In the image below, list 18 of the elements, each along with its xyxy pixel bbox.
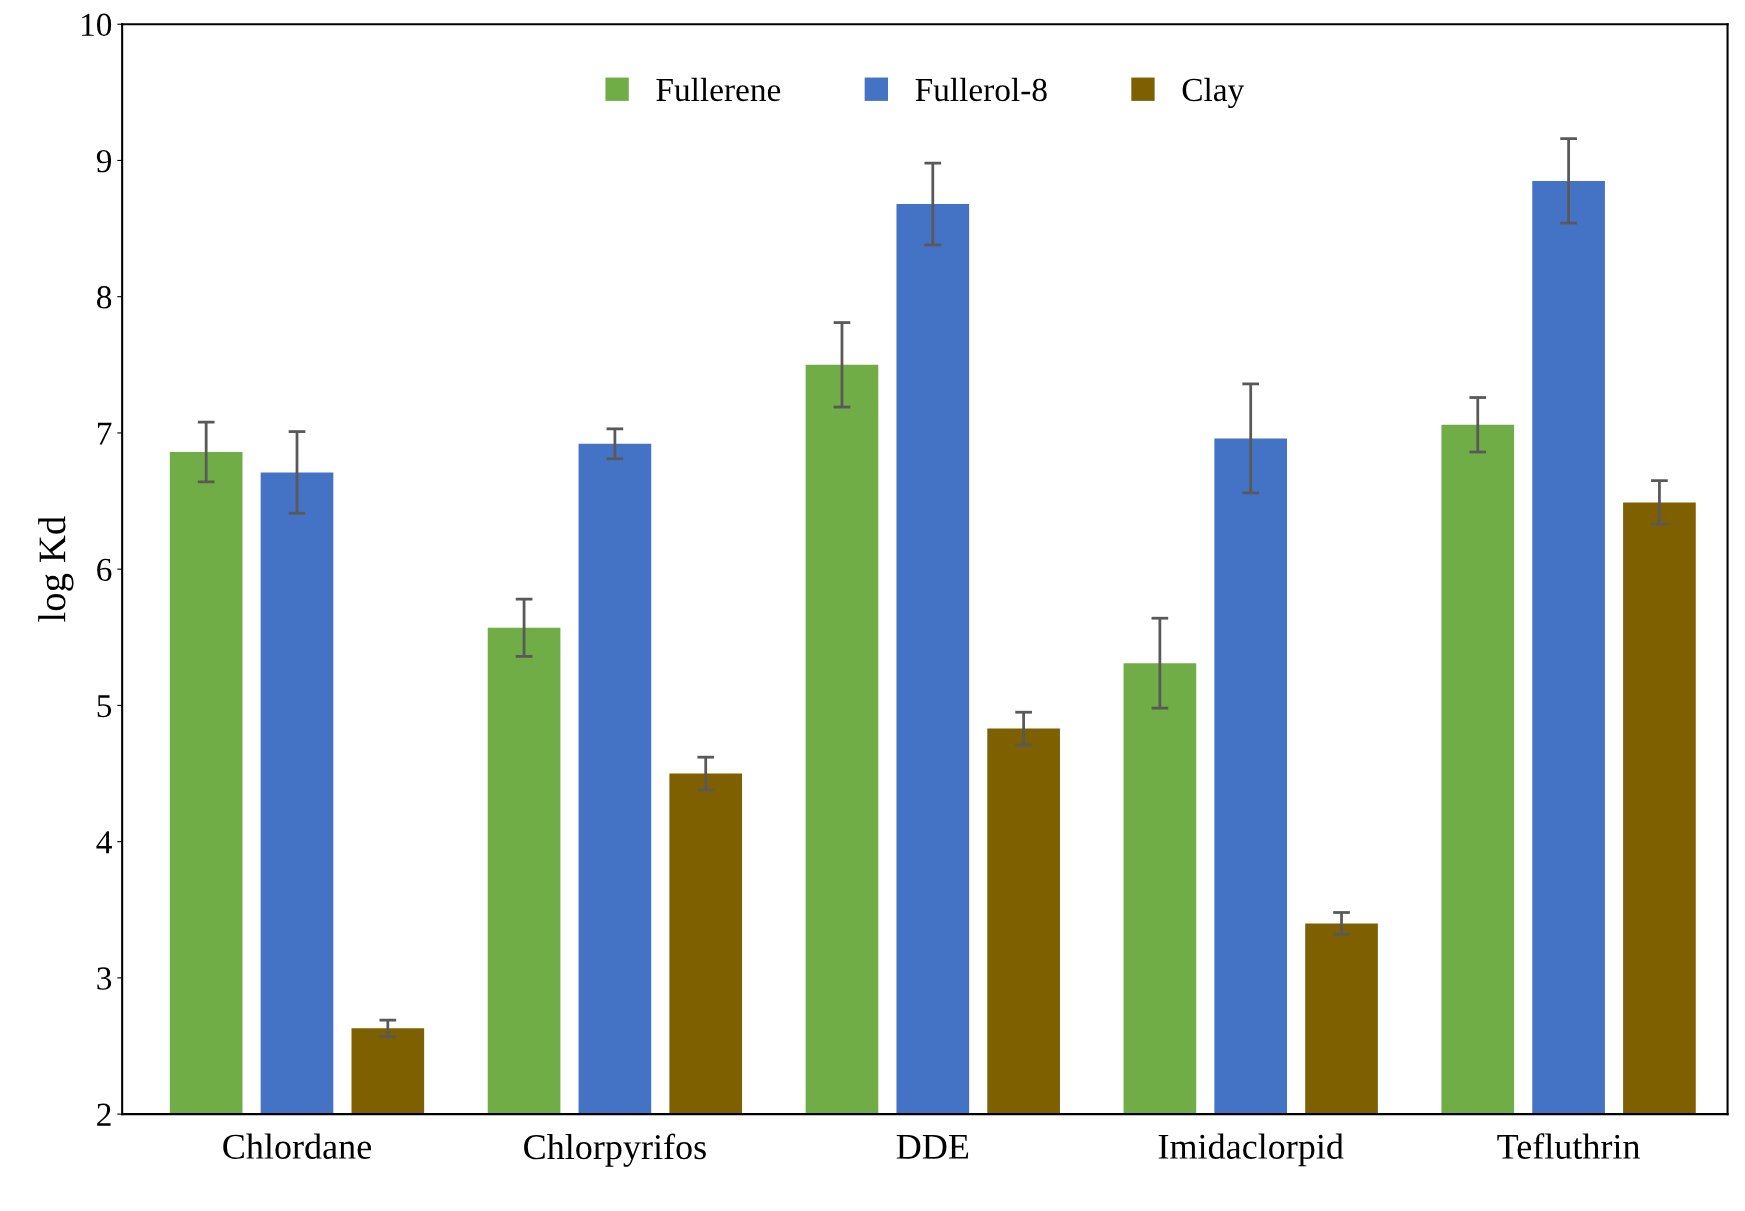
y-tick-label: 6 <box>97 558 112 582</box>
x-tick-label: DDE <box>896 1134 969 1159</box>
y-tick-label: 3 <box>97 967 112 990</box>
y-tick-label: 9 <box>96 149 112 173</box>
y-tick-label: 5 <box>97 695 112 718</box>
x-tick-label: Imidaclorpid <box>1158 1133 1344 1167</box>
x-tick-label: Chlordane <box>223 1133 371 1159</box>
y-tick-label: 2 <box>97 1103 111 1126</box>
y-axis-title: log Kd <box>38 516 74 622</box>
x-tick-label: Chlorpyrifos <box>524 1133 706 1167</box>
legend-label: Clay <box>1182 77 1245 109</box>
y-tick-label: 10 <box>82 13 112 37</box>
y-tick-label: 7 <box>97 422 112 445</box>
y-tick-label: 4 <box>96 831 112 854</box>
y-tick-label: 8 <box>97 286 112 309</box>
legend-label: Fullerene <box>656 77 781 102</box>
legend-label: Fullerol-8 <box>915 77 1047 102</box>
x-tick-label: Tefluthrin <box>1497 1133 1640 1159</box>
